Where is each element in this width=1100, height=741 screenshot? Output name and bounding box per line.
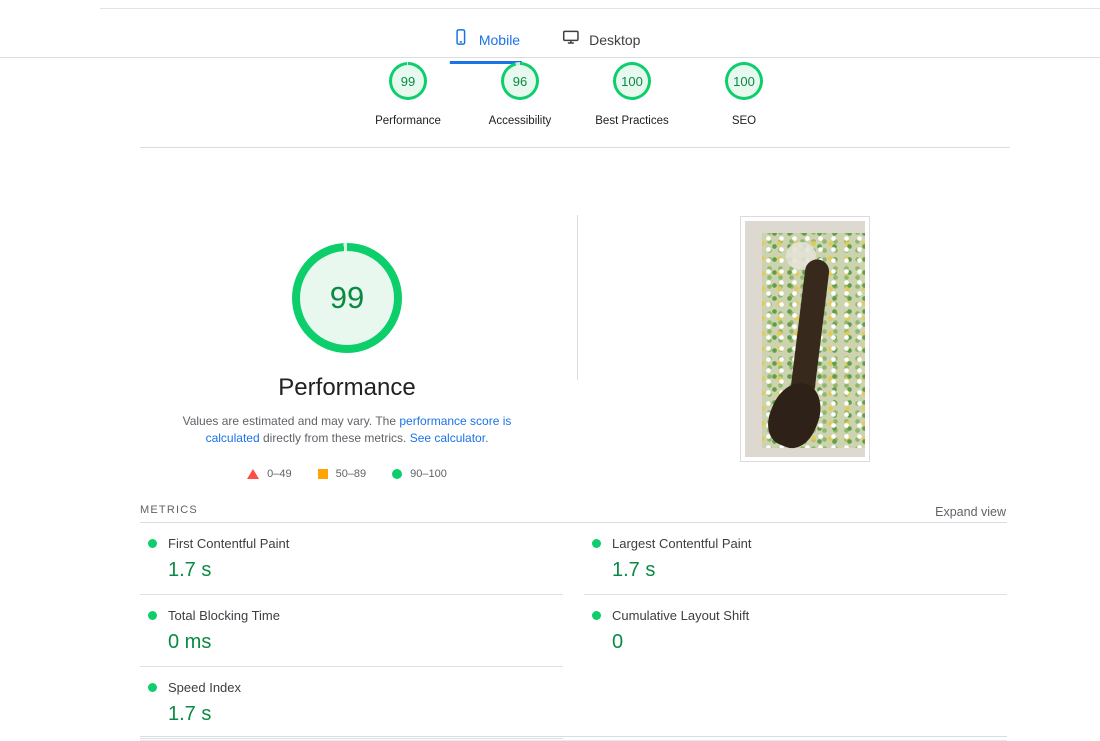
seo-gauge: 100 bbox=[725, 62, 763, 100]
metrics-column-right: Largest Contentful Paint 1.7 s Cumulativ… bbox=[584, 523, 1007, 739]
screenshot-image bbox=[745, 221, 865, 457]
metric-speed-index: Speed Index 1.7 s bbox=[140, 667, 563, 739]
performance-score-label: Performance bbox=[375, 115, 441, 127]
device-tabs: Mobile Desktop bbox=[449, 22, 643, 64]
performance-section-title: Performance bbox=[278, 374, 416, 401]
legend-pass-range: 90–100 bbox=[410, 468, 447, 480]
score-best-practices[interactable]: 100 Best Practices bbox=[576, 62, 688, 127]
expand-view-button[interactable]: Expand view bbox=[935, 505, 1006, 519]
score-seo[interactable]: 100 SEO bbox=[688, 62, 800, 127]
metric-largest-contentful-paint: Largest Contentful Paint 1.7 s bbox=[584, 523, 1007, 595]
legend-pass: 90–100 bbox=[392, 468, 447, 480]
green-dot-icon bbox=[148, 539, 157, 548]
desktop-monitor-icon bbox=[562, 28, 580, 51]
seo-score-value: 100 bbox=[728, 65, 760, 97]
category-scores: 99 Performance 96 Accessibility 100 Best… bbox=[352, 62, 800, 127]
metrics-column-left: First Contentful Paint 1.7 s Total Block… bbox=[140, 523, 563, 739]
legend-average: 50–89 bbox=[317, 468, 367, 480]
score-legend: 0–49 50–89 90–100 bbox=[197, 468, 497, 480]
metric-value: 0 bbox=[612, 631, 624, 653]
metric-name: First Contentful Paint bbox=[168, 536, 290, 551]
green-dot-icon bbox=[148, 683, 157, 692]
green-dot-icon bbox=[148, 611, 157, 620]
seo-score-label: SEO bbox=[731, 115, 757, 127]
green-dot-icon bbox=[592, 611, 601, 620]
score-calculation-link[interactable]: performance score is calculated bbox=[205, 414, 512, 445]
tabbar-border bbox=[0, 57, 1100, 58]
bottom-divider bbox=[140, 736, 1007, 737]
final-screenshot-thumbnail[interactable] bbox=[740, 216, 870, 462]
performance-main-gauge: 99 bbox=[292, 243, 402, 353]
red-triangle-icon bbox=[247, 469, 260, 479]
description-text-2: directly from these metrics. bbox=[259, 431, 410, 445]
performance-main-score: 99 bbox=[300, 251, 394, 345]
score-performance[interactable]: 99 Performance bbox=[352, 62, 464, 127]
tab-mobile[interactable]: Mobile bbox=[449, 22, 523, 64]
metric-first-contentful-paint: First Contentful Paint 1.7 s bbox=[140, 523, 563, 595]
legend-fail-range: 0–49 bbox=[267, 468, 292, 480]
tab-mobile-label: Mobile bbox=[478, 31, 521, 48]
see-calculator-link[interactable]: See calculator. bbox=[409, 431, 489, 445]
metric-cumulative-layout-shift: Cumulative Layout Shift 0 bbox=[584, 595, 1007, 666]
best-practices-score-value: 100 bbox=[616, 65, 648, 97]
performance-description: Values are estimated and may vary. The p… bbox=[167, 413, 527, 447]
metric-value: 1.7 s bbox=[612, 559, 656, 581]
best-practices-score-label: Best Practices bbox=[595, 115, 669, 127]
description-text-1: Values are estimated and may vary. The bbox=[182, 414, 400, 428]
performance-gauge: 99 bbox=[389, 62, 427, 100]
green-dot-icon bbox=[592, 539, 601, 548]
vertical-divider bbox=[577, 215, 578, 380]
metric-value: 1.7 s bbox=[168, 703, 212, 725]
green-circle-icon bbox=[392, 469, 403, 479]
tab-desktop-label: Desktop bbox=[589, 31, 641, 48]
metric-value: 1.7 s bbox=[168, 559, 212, 581]
mobile-phone-icon bbox=[452, 28, 470, 51]
legend-average-range: 50–89 bbox=[335, 468, 367, 480]
orange-square-icon bbox=[317, 469, 328, 479]
top-divider bbox=[100, 8, 1100, 9]
section-divider bbox=[140, 147, 1010, 148]
metric-value: 0 ms bbox=[168, 631, 212, 653]
accessibility-score-value: 96 bbox=[504, 65, 536, 97]
metric-name: Cumulative Layout Shift bbox=[612, 608, 750, 623]
metrics-header-divider bbox=[140, 522, 1007, 523]
metric-name: Largest Contentful Paint bbox=[612, 536, 752, 551]
metrics-section-title: METRICS bbox=[140, 504, 198, 516]
accessibility-gauge: 96 bbox=[501, 62, 539, 100]
score-accessibility[interactable]: 96 Accessibility bbox=[464, 62, 576, 127]
metrics-grid: First Contentful Paint 1.7 s Total Block… bbox=[140, 523, 1007, 739]
accessibility-score-label: Accessibility bbox=[488, 115, 552, 127]
metric-name: Total Blocking Time bbox=[168, 608, 280, 623]
best-practices-gauge: 100 bbox=[613, 62, 651, 100]
metric-total-blocking-time: Total Blocking Time 0 ms bbox=[140, 595, 563, 667]
legend-fail: 0–49 bbox=[247, 468, 292, 480]
performance-score-value: 99 bbox=[392, 65, 424, 97]
tab-desktop[interactable]: Desktop bbox=[560, 22, 642, 64]
metric-name: Speed Index bbox=[168, 680, 242, 695]
